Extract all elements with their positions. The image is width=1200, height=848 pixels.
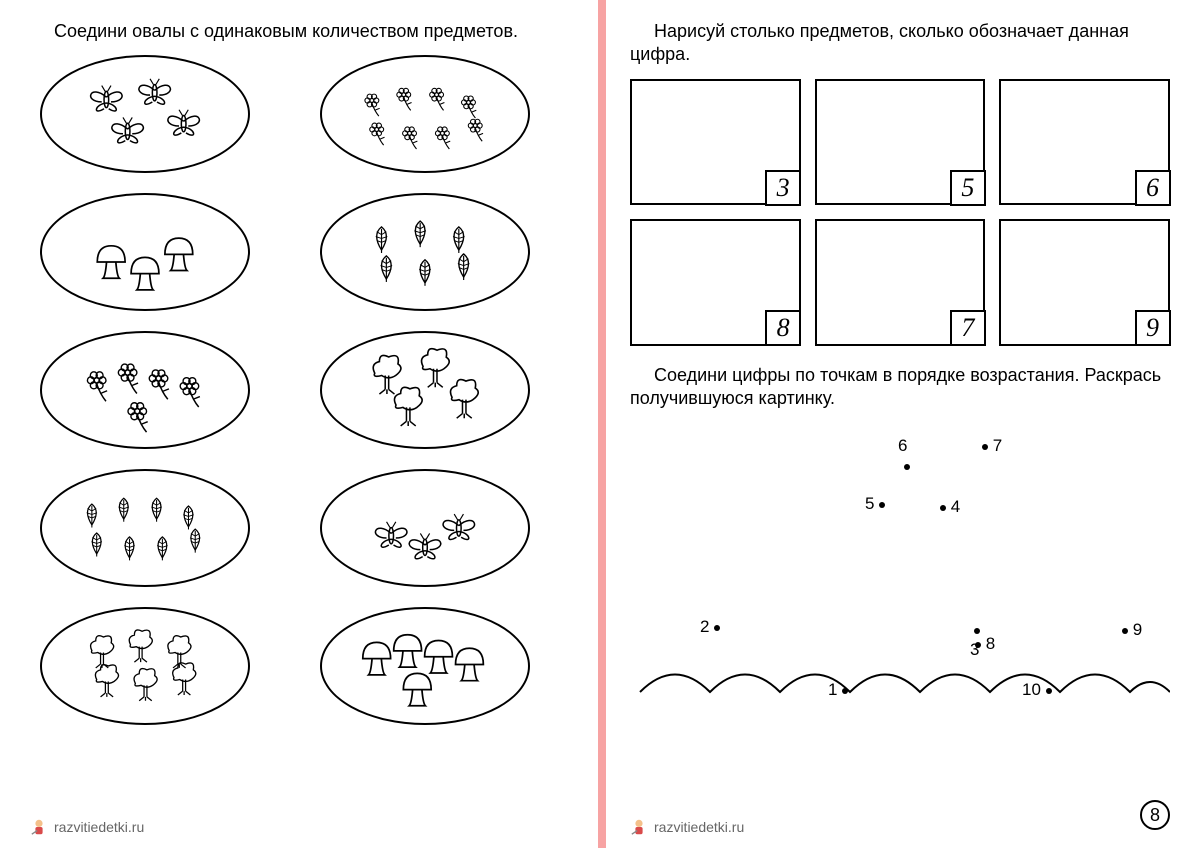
box-number: 9 xyxy=(1135,310,1171,346)
oval-leaf-6 xyxy=(320,193,530,311)
draw-box-5: 5 xyxy=(815,79,986,205)
watermark-left: razvitiedetki.ru xyxy=(30,818,144,836)
left-page: Соедини овалы с одинаковым количеством п… xyxy=(0,0,600,848)
dot-5: 5 xyxy=(865,494,885,514)
oval-mushroom-3 xyxy=(40,193,250,311)
box-number: 3 xyxy=(765,170,801,206)
box-number: 5 xyxy=(950,170,986,206)
oval-mushroom-5 xyxy=(320,607,530,725)
oval-flower-5 xyxy=(40,331,250,449)
oval-flower-8 xyxy=(320,55,530,173)
draw-box-7: 7 xyxy=(815,219,986,345)
oval-tree-4 xyxy=(320,331,530,449)
right-page: Нарисуй столько предметов, сколько обозн… xyxy=(600,0,1200,848)
logo-icon xyxy=(630,818,648,836)
page-number: 8 xyxy=(1140,800,1170,830)
watermark-right: razvitiedetki.ru xyxy=(630,818,744,836)
oval-butterfly-4 xyxy=(40,55,250,173)
oval-butterfly-3 xyxy=(320,469,530,587)
box-number: 8 xyxy=(765,310,801,346)
draw-box-3: 3 xyxy=(630,79,801,205)
draw-box-6: 6 xyxy=(999,79,1170,205)
dot-2: 2 xyxy=(700,617,720,637)
dot-10: 10 xyxy=(1022,680,1052,700)
dot-8: 8 xyxy=(975,634,995,654)
dot-6: 6 xyxy=(898,436,910,476)
left-instruction: Соедини овалы с одинаковым количеством п… xyxy=(30,20,570,43)
logo-icon xyxy=(30,818,48,836)
watermark-text: razvitiedetki.ru xyxy=(654,819,744,835)
dot-9: 9 xyxy=(1122,620,1142,640)
right-instruction-2: Соедини цифры по точкам в порядке возрас… xyxy=(630,364,1170,411)
watermark-text: razvitiedetki.ru xyxy=(54,819,144,835)
dot-4: 4 xyxy=(940,497,960,517)
dot-7: 7 xyxy=(982,436,1002,456)
ovals-grid xyxy=(30,55,570,725)
draw-box-8: 8 xyxy=(630,219,801,345)
oval-tree-6 xyxy=(40,607,250,725)
right-instruction-1: Нарисуй столько предметов, сколько обозн… xyxy=(630,20,1170,67)
box-number: 6 xyxy=(1135,170,1171,206)
box-number: 7 xyxy=(950,310,986,346)
draw-box-9: 9 xyxy=(999,219,1170,345)
connect-dots-area: 1 2 3 45 6 7 8 910 xyxy=(630,422,1170,712)
boxes-grid: 3 5 6 8 7 9 xyxy=(630,79,1170,346)
dot-1: 1 xyxy=(828,680,848,700)
oval-leaf-8 xyxy=(40,469,250,587)
